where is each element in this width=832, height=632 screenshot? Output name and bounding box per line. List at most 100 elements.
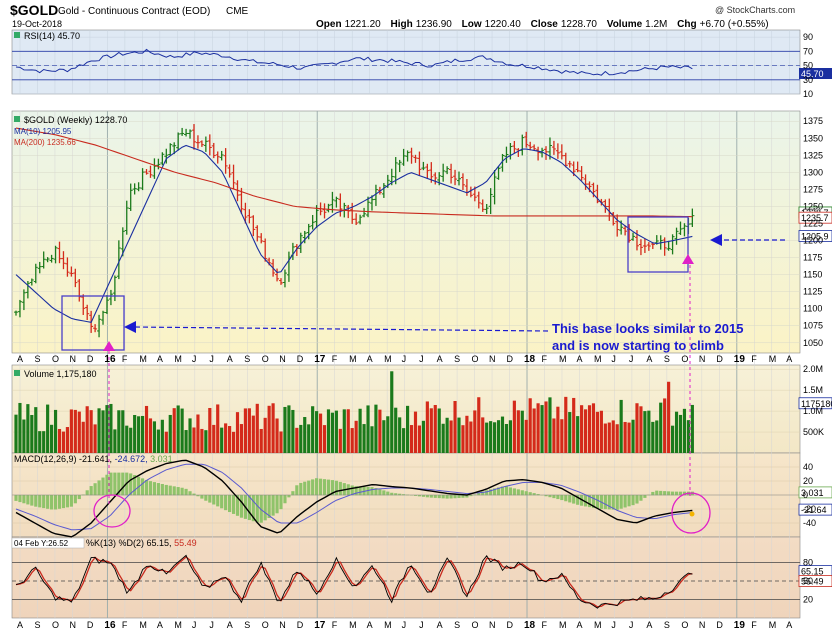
- macd-histogram-bar: [449, 495, 453, 499]
- x-tick-label: A: [17, 354, 23, 364]
- volume-bar: [57, 428, 62, 453]
- price-tick-label: 1200: [803, 236, 823, 246]
- volume-bar: [239, 424, 244, 453]
- macd-histogram-bar: [34, 495, 38, 507]
- volume-bar: [105, 405, 109, 453]
- volume-bar: [540, 405, 544, 453]
- stochastic-panel: [11, 536, 801, 619]
- price-tick-label: 1125: [803, 287, 822, 297]
- macd-histogram-bar: [611, 495, 615, 510]
- macd-histogram-bar: [330, 480, 335, 496]
- exchange: CME: [226, 6, 249, 17]
- volume-bar: [544, 401, 548, 453]
- volume-bar: [619, 399, 623, 453]
- price-tick-label: 1350: [803, 133, 823, 143]
- price-tick-label: 1375: [803, 116, 823, 126]
- macd-histogram-bar: [429, 495, 433, 498]
- macd-histogram-bar: [77, 495, 81, 500]
- macd-histogram-bar: [267, 495, 271, 518]
- macd-tick-label: 40: [803, 462, 813, 472]
- volume-bar: [97, 408, 101, 453]
- rsi-line: [15, 48, 693, 76]
- x-tick-label: J: [402, 620, 407, 630]
- volume-bar: [627, 422, 631, 453]
- rsi-tick-label: 50: [803, 61, 813, 71]
- volume-bar: [615, 424, 619, 453]
- x-tick-label: M: [174, 620, 182, 630]
- x-tick-label: A: [576, 354, 582, 364]
- x-tick-label: A: [227, 620, 233, 630]
- volume-bar: [303, 417, 307, 453]
- ma200-legend: MA(200) 1235.66: [14, 138, 76, 147]
- marker-2015-triangle: [103, 341, 115, 351]
- x-tick-label: A: [646, 354, 652, 364]
- x-tick-label: N: [279, 354, 286, 364]
- ma200-line: [15, 127, 693, 218]
- volume-bar: [647, 410, 651, 453]
- volume-bar: [465, 415, 469, 453]
- x-tick-label: 18: [524, 620, 536, 631]
- x-tick-label: F: [332, 354, 338, 364]
- volume-bar: [172, 408, 176, 453]
- volume-bar: [350, 428, 354, 453]
- stochastic-tick-label: 20: [803, 595, 813, 605]
- marker-2018-triangle: [682, 254, 694, 264]
- volume-bar: [496, 420, 501, 453]
- macd-histogram-bar: [587, 495, 592, 508]
- crosshair-readout: 04 Feb Y:26.52: [14, 539, 69, 548]
- volume-bar: [137, 416, 141, 453]
- volume-bar: [81, 421, 85, 453]
- volume-bar: [184, 430, 188, 453]
- x-tick-label: M: [559, 354, 567, 364]
- macd-histogram-bar: [572, 495, 576, 504]
- volume-bar: [595, 411, 600, 453]
- volume-bar: [667, 381, 671, 453]
- macd-histogram-bar: [93, 483, 97, 496]
- stochastic-last-badge: [798, 575, 832, 587]
- volume-bar: [291, 409, 295, 453]
- volume-bar: [101, 410, 105, 453]
- price-tick-label: 1275: [803, 184, 823, 194]
- macd-histogram-bar: [137, 476, 141, 496]
- macd-last-badge: [798, 486, 832, 499]
- x-tick-label: M: [349, 620, 357, 630]
- macd-histogram-bar: [57, 495, 62, 509]
- volume-bar: [587, 405, 592, 453]
- volume-bar: [631, 419, 635, 453]
- volume-tick-label: 1.0M: [803, 406, 823, 416]
- volume-bar: [89, 410, 93, 453]
- volume-bar: [34, 407, 38, 453]
- macd-histogram-bar: [338, 481, 342, 496]
- volume-bar: [441, 423, 445, 453]
- volume-bar: [334, 410, 338, 453]
- macd-2015-circle: [93, 494, 131, 528]
- volume-bar: [394, 407, 398, 453]
- volume-bar: [279, 431, 283, 453]
- macd-histogram-bar: [441, 495, 445, 499]
- x-tick-label: D: [297, 620, 304, 630]
- volume-bar: [489, 421, 493, 453]
- x-tick-label: J: [402, 354, 407, 364]
- macd-histogram-bar: [263, 495, 267, 521]
- macd-histogram-bar: [500, 486, 505, 496]
- volume-bar: [576, 416, 580, 453]
- macd-histogram-bar: [42, 495, 46, 509]
- macd-2018-circle: [671, 492, 711, 534]
- volume-bar: [485, 422, 489, 453]
- volume-bar: [73, 409, 77, 453]
- macd-histogram-bar: [303, 481, 307, 496]
- macd-histogram-bar: [235, 495, 240, 516]
- price-last-label: 1235.7: [801, 213, 829, 223]
- x-tick-label: F: [122, 620, 128, 630]
- volume-bar: [481, 417, 485, 453]
- chart-date: 19-Oct-2018: [12, 19, 62, 29]
- volume-bar: [508, 420, 512, 453]
- x-tick-label: F: [541, 620, 547, 630]
- macd-histogram-bar: [366, 486, 370, 496]
- stochastic-last-label: 55.49: [801, 577, 824, 587]
- macd-histogram-bar: [105, 474, 109, 496]
- macd-histogram-bar: [382, 490, 386, 496]
- macd-tick-label: -40: [803, 518, 816, 528]
- x-tick-label: O: [52, 620, 59, 630]
- volume-bar: [65, 427, 70, 453]
